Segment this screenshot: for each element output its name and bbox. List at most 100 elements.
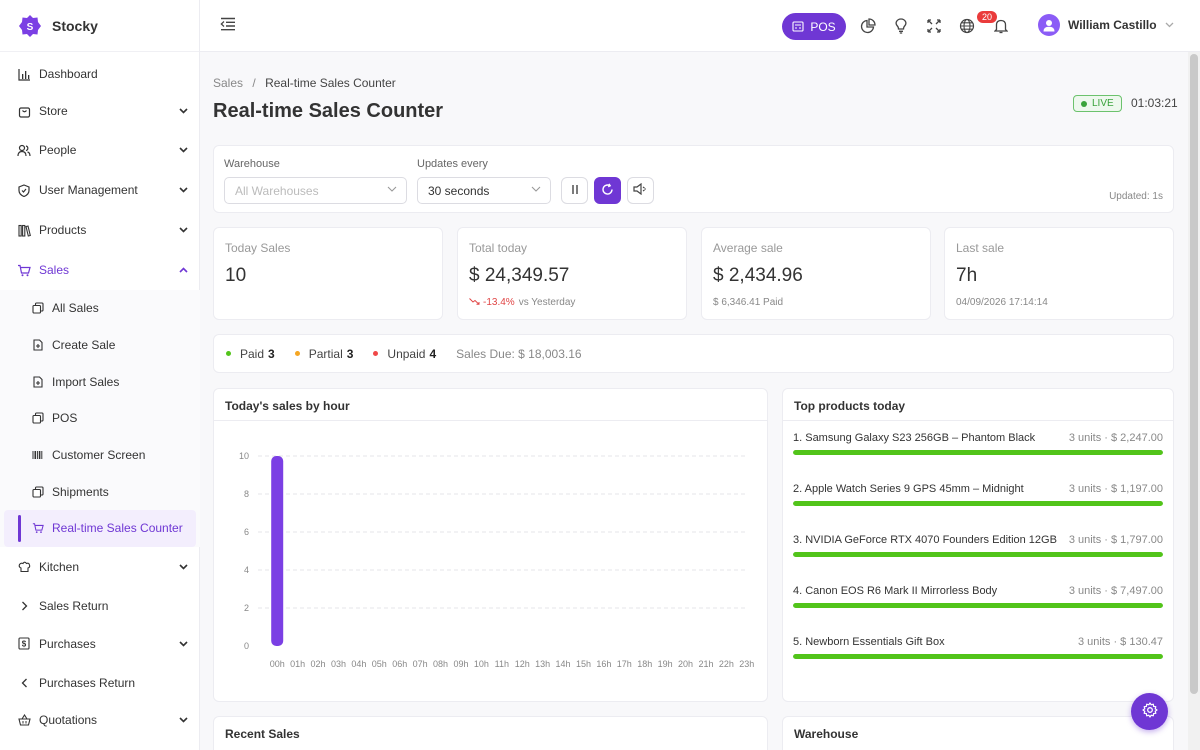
pie-chart-icon[interactable] (859, 17, 877, 35)
sales-by-hour-chart: 0 2 4 6 8 10 00h 01h 02h 03h 04h 05h 06h 07h 08h 09h 10h… (239, 451, 754, 669)
stat-value: $ 24,349.57 (469, 265, 570, 286)
interval-label: Updates every (417, 158, 488, 170)
breadcrumb-parent[interactable]: Sales (213, 76, 244, 90)
chevron-down-icon (178, 715, 188, 725)
x-tick-label: 21h (698, 659, 713, 669)
breadcrumb-separator: / (252, 76, 256, 90)
bag-icon (17, 104, 31, 118)
menu-toggle-icon[interactable] (220, 17, 238, 35)
bell-icon[interactable] (992, 17, 1010, 35)
gear-icon (1141, 702, 1158, 721)
page-scrollbar[interactable] (1188, 52, 1200, 750)
app-name: Stocky (52, 17, 98, 34)
sidebar-subitem-create-sale[interactable]: Create Sale (0, 327, 200, 364)
sidebar-subitem-label: Shipments (52, 484, 109, 499)
svg-text:S: S (27, 22, 34, 33)
sidebar-item-label: Sales (39, 263, 70, 277)
sidebar-item-user-management[interactable]: User Management (0, 170, 200, 210)
sidebar-item-products[interactable]: Products (0, 210, 200, 250)
chevron-down-icon (178, 639, 188, 649)
chevron-right-icon (17, 599, 31, 613)
chevron-down-icon (531, 186, 541, 192)
refresh-button[interactable] (594, 177, 621, 204)
top-product-item[interactable]: 1. Samsung Galaxy S23 256GB – Phantom Bl… (793, 432, 1163, 462)
top-product-item[interactable]: 3. NVIDIA GeForce RTX 4070 Founders Edit… (793, 534, 1163, 564)
product-name: 4. Canon EOS R6 Mark II Mirrorless Body (793, 585, 998, 597)
status-count: 3 (268, 346, 275, 361)
unpaid-dot-icon (373, 351, 379, 356)
product-progress-fill (793, 552, 1163, 557)
scrollbar-thumb[interactable] (1190, 54, 1198, 694)
sidebar-item-quotations[interactable]: Quotations (0, 703, 200, 737)
top-product-item[interactable]: 4. Canon EOS R6 Mark II Mirrorless Body … (793, 585, 1163, 615)
globe-icon[interactable] (958, 17, 976, 35)
top-product-item[interactable]: 2. Apple Watch Series 9 GPS 45mm – Midni… (793, 483, 1163, 513)
top-products-card: Top products today 1. Samsung Galaxy S23… (782, 388, 1174, 702)
product-name: 5. Newborn Essentials Gift Box (793, 636, 945, 648)
sidebar-subitem-shipments[interactable]: Shipments (0, 473, 200, 510)
sidebar-subitem-label: Create Sale (52, 338, 116, 353)
x-tick-label: 02h (311, 659, 326, 669)
stat-card-last-sale: Last sale 7h 04/09/2026 17:14:14 (944, 227, 1174, 320)
copy-icon (32, 412, 44, 424)
bar-00h[interactable] (271, 456, 284, 646)
pos-button[interactable]: POS (782, 13, 846, 40)
chevron-down-icon (1165, 22, 1174, 28)
sidebar: S Stocky Dashboard Store People User Man… (0, 0, 200, 750)
sidebar-item-people[interactable]: People (0, 130, 200, 170)
status-partial: Partial 3 (294, 347, 353, 361)
warehouse-select[interactable]: All Warehouses (224, 177, 407, 204)
sidebar-item-kitchen[interactable]: Kitchen (0, 547, 200, 587)
panel-title: Today's sales by hour (225, 399, 350, 413)
fullscreen-icon[interactable] (925, 17, 943, 35)
lightbulb-icon[interactable] (892, 17, 910, 35)
product-progress (793, 552, 1163, 557)
x-tick-label: 15h (576, 659, 591, 669)
breadcrumb-current: Real-time Sales Counter (265, 76, 396, 90)
product-progress-fill (793, 654, 1163, 659)
sales-due: Sales Due: $ 18,003.16 (456, 346, 582, 361)
sidebar-item-label: Store (39, 104, 68, 118)
status-count: 4 (429, 346, 437, 361)
stat-label: Last sale (956, 241, 1005, 255)
x-tick-label: 03h (331, 659, 346, 669)
brand[interactable]: S Stocky (0, 0, 199, 52)
sidebar-subitem-import-sales[interactable]: Import Sales (0, 363, 200, 400)
sidebar-subitem-realtime-sales-counter[interactable]: Real-time Sales Counter (4, 510, 196, 547)
sidebar-item-store[interactable]: Store (0, 92, 200, 130)
updated-text: Updated: 1s (1109, 191, 1163, 202)
sidebar-subitem-customer-screen[interactable]: Customer Screen (0, 437, 200, 474)
user-menu[interactable]: William Castillo (1038, 14, 1174, 36)
x-tick-label: 06h (392, 659, 407, 669)
sidebar-subitem-all-sales[interactable]: All Sales (0, 290, 200, 327)
breadcrumb: Sales / Real-time Sales Counter (213, 76, 396, 90)
sidebar-item-dashboard[interactable]: Dashboard (0, 56, 200, 92)
sidebar-item-purchases-return[interactable]: Purchases Return (0, 663, 200, 703)
x-tick-label: 13h (535, 659, 550, 669)
sound-button[interactable] (627, 177, 654, 204)
sidebar-item-sales-return[interactable]: Sales Return (0, 587, 200, 625)
svg-text:$: $ (22, 640, 27, 649)
chevron-down-icon (178, 225, 188, 235)
stat-card-average-sale: Average sale $ 2,434.96 $ 6,346.41 Paid (701, 227, 931, 320)
pause-button[interactable] (561, 177, 588, 204)
settings-fab[interactable] (1131, 693, 1168, 730)
pos-button-label: POS (810, 19, 836, 34)
sidebar-subitem-pos[interactable]: POS (0, 400, 200, 437)
interval-select[interactable]: 30 seconds (417, 177, 551, 204)
chevron-down-icon (178, 185, 188, 195)
top-product-item[interactable]: 5. Newborn Essentials Gift Box 3 units ·… (793, 636, 1163, 666)
stat-sub-text: 04/09/2026 17:14:14 (956, 297, 1048, 308)
x-tick-label: 22h (719, 659, 734, 669)
stat-sub-text: vs Yesterday (518, 297, 576, 308)
x-tick-label: 01h (290, 659, 305, 669)
product-progress (793, 654, 1163, 659)
chevron-down-icon (387, 186, 397, 192)
cart-icon (32, 522, 44, 534)
panel-divider (214, 420, 767, 421)
product-progress (793, 603, 1163, 608)
sidebar-item-sales[interactable]: Sales (0, 250, 200, 290)
stat-value: $ 2,434.96 (713, 265, 803, 286)
live-badge: LIVE (1073, 95, 1122, 112)
sidebar-item-purchases[interactable]: $ Purchases (0, 625, 200, 663)
